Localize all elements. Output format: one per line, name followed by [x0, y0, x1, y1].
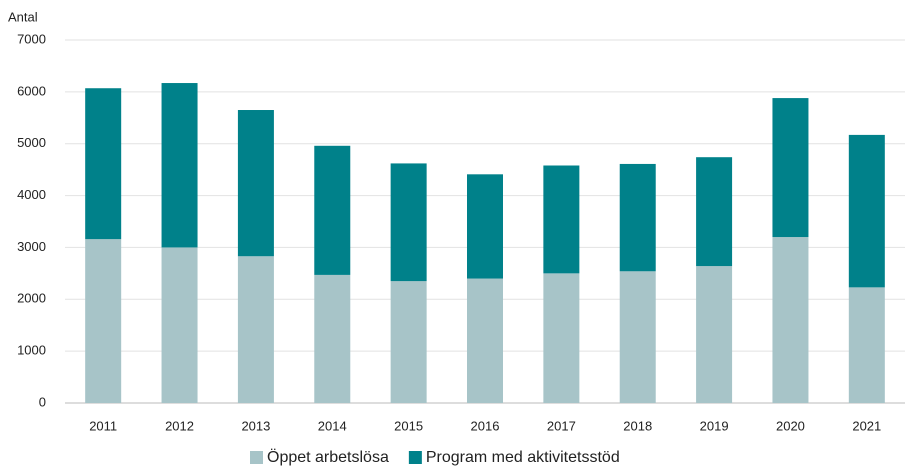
y-tick-label: 7000 — [17, 31, 46, 46]
bar-segment — [237, 110, 274, 257]
bar-segment — [696, 157, 733, 267]
bar-segment — [543, 165, 580, 274]
y-tick-label: 1000 — [17, 343, 46, 358]
bar-segment — [772, 237, 809, 403]
legend-swatch — [408, 451, 422, 464]
x-tick-label: 2014 — [318, 418, 347, 433]
x-tick-label: 2017 — [547, 418, 576, 433]
x-tick-label: 2012 — [165, 418, 194, 433]
bar-segment — [619, 271, 656, 403]
bar-segment — [848, 134, 885, 288]
x-tick-label: 2015 — [394, 418, 423, 433]
bar-segment — [314, 274, 351, 403]
y-tick-label: 4000 — [17, 187, 46, 202]
bar-segment — [467, 174, 503, 279]
bar-segment — [390, 163, 427, 282]
bar-segment — [467, 278, 503, 403]
y-tick-label: 5000 — [17, 135, 46, 150]
legend-label: Program med aktivitetsstöd — [426, 449, 620, 466]
bar-segment — [161, 83, 198, 248]
bar-segment — [314, 145, 351, 275]
x-tick-label: 2020 — [776, 418, 805, 433]
bar-segment — [772, 98, 809, 238]
bar-segment — [237, 256, 274, 403]
bar-segment — [161, 247, 198, 403]
y-tick-label: 6000 — [17, 83, 46, 98]
x-tick-label: 2018 — [623, 418, 652, 433]
y-tick-label: 3000 — [17, 239, 46, 254]
x-tick-label: 2019 — [700, 418, 729, 433]
legend-label: Öppet arbetslösa — [267, 448, 389, 466]
bar-segment — [543, 273, 580, 403]
bar-segment — [696, 266, 733, 403]
x-tick-label: 2016 — [471, 418, 500, 433]
x-tick-label: 2021 — [852, 418, 881, 433]
bar-segment — [85, 239, 122, 403]
bar-segment — [85, 88, 122, 240]
x-tick-label: 2011 — [89, 418, 117, 433]
y-axis-label: Antal — [8, 9, 38, 24]
x-tick-label: 2013 — [241, 418, 270, 433]
y-tick-label: 0 — [39, 394, 46, 409]
bar-segment — [390, 281, 427, 403]
bar-segment — [619, 163, 656, 272]
legend-swatch — [250, 451, 263, 464]
y-tick-label: 2000 — [17, 291, 46, 306]
bar-segment — [848, 287, 885, 403]
